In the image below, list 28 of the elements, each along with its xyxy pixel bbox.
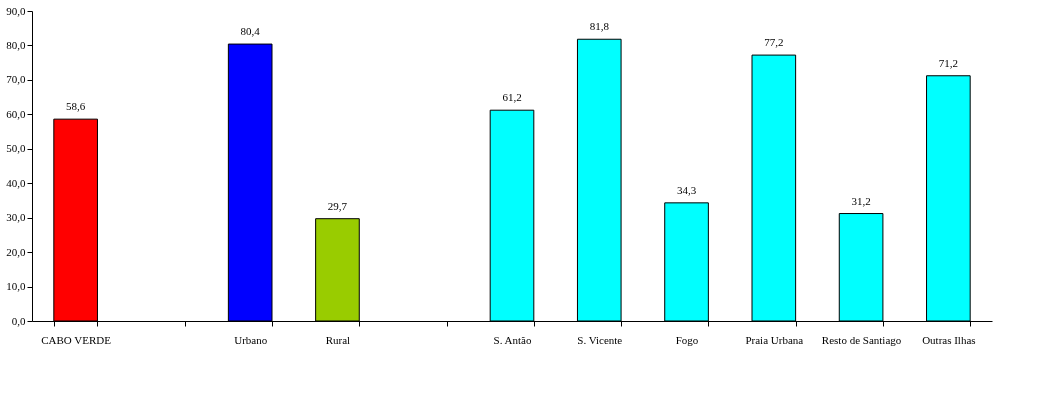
x-tick-label: CABO VERDE <box>41 333 112 346</box>
data-label: 61,2 <box>502 91 522 104</box>
data-label: 81,8 <box>589 20 610 33</box>
x-tick-label: Outras Ilhas <box>922 333 976 346</box>
data-label: 29,7 <box>327 199 348 212</box>
data-label: 31,2 <box>851 194 871 207</box>
x-tick-label: Fogo <box>675 333 699 346</box>
data-label: 80,4 <box>240 25 261 38</box>
x-tick-label: S. Antão <box>493 333 532 346</box>
y-tick-label: 70,0 <box>6 73 26 86</box>
x-tick-label: Urbano <box>234 333 268 346</box>
x-tick-label: Resto de Santiago <box>821 333 902 346</box>
y-tick-label: 20,0 <box>6 245 26 258</box>
data-label: 71,2 <box>938 56 958 69</box>
y-tick-label: 30,0 <box>6 211 26 224</box>
y-tick-label: 80,0 <box>6 38 26 51</box>
y-tick-label: 50,0 <box>6 142 26 155</box>
y-tick-label: 60,0 <box>6 107 26 120</box>
data-label: 34,3 <box>676 183 697 196</box>
x-tick-label: Praia Urbana <box>745 333 804 346</box>
y-tick-label: 0,0 <box>11 314 26 327</box>
data-label: 77,2 <box>764 36 784 49</box>
x-tick-label: S. Vicente <box>577 333 623 346</box>
y-tick-label: 10,0 <box>6 280 26 293</box>
data-label: 58,6 <box>66 100 86 113</box>
x-tick-label: Rural <box>325 333 351 346</box>
y-tick-label: 90,0 <box>6 4 26 17</box>
y-tick-label: 40,0 <box>6 176 26 189</box>
